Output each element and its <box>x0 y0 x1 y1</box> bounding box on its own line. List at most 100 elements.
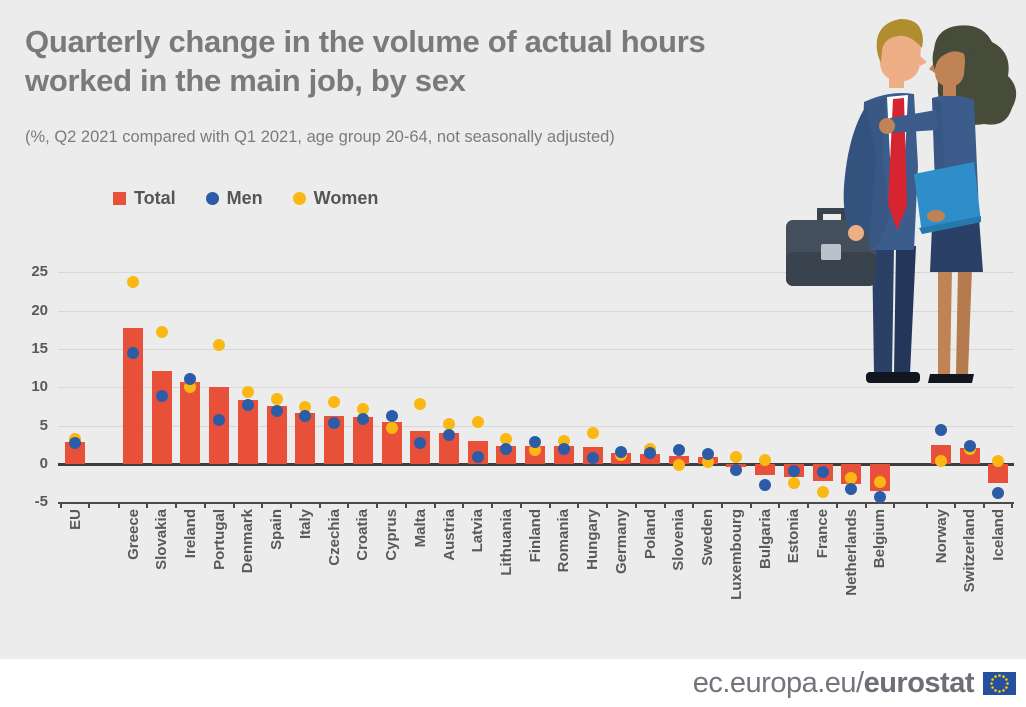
legend-item-men: Men <box>205 188 263 209</box>
y-tick-label-10: 10 <box>31 378 48 396</box>
x-axis-tick-10 <box>347 502 350 509</box>
x-axis-tick-19 <box>606 502 609 509</box>
x-axis-tick-7 <box>261 502 264 509</box>
x-axis-line <box>58 502 1014 505</box>
x-label-italy: Italy <box>296 509 314 540</box>
dot-women-cyprus <box>385 421 398 434</box>
x-label-luxembourg: Luxembourg <box>727 509 745 601</box>
dot-men-luxembourg <box>730 464 743 477</box>
bar-spain <box>266 405 287 464</box>
dot-men-italy <box>299 410 312 423</box>
x-label-eu: EU <box>66 509 84 531</box>
x-label-czechia: Czechia <box>325 509 343 567</box>
x-axis-tick-1 <box>88 502 91 509</box>
y-tick-label--5: -5 <box>34 493 48 511</box>
bar-italy <box>295 413 316 464</box>
dot-women-norway <box>935 454 947 467</box>
dot-women-slovakia <box>155 326 168 339</box>
gridline-10 <box>58 387 1014 389</box>
x-axis-tick-8 <box>290 502 292 509</box>
x-label-poland: Poland <box>641 509 659 560</box>
x-label-lithuania: Lithuania <box>497 509 515 576</box>
dot-men-cyprus <box>385 409 398 422</box>
x-label-ireland: Ireland <box>181 509 199 559</box>
x-label-latvia: Latvia <box>469 509 487 553</box>
x-label-croatia: Croatia <box>354 509 372 561</box>
x-label-germany: Germany <box>612 509 630 575</box>
women-dot-icon <box>292 192 306 205</box>
footer-url-bold: eurostat <box>863 666 975 699</box>
x-label-romania: Romania <box>555 509 573 573</box>
eurostat-logo-text: ec.europa.eu/eurostat <box>693 666 975 700</box>
dot-men-lithuania <box>500 442 513 455</box>
dot-men-spain <box>270 405 283 418</box>
dot-men-sweden <box>701 448 714 461</box>
x-label-austria: Austria <box>440 509 458 561</box>
x-axis-tick-22 <box>692 502 695 509</box>
dot-women-austria <box>443 418 456 431</box>
bar-greece <box>123 327 143 464</box>
x-axis-tick-11 <box>376 502 379 509</box>
x-label-bulgaria: Bulgaria <box>756 509 774 570</box>
dot-men-latvia <box>471 451 484 464</box>
eu-flag-icon <box>983 671 1016 695</box>
dot-men-bulgaria <box>759 479 772 492</box>
dot-men-croatia <box>356 412 369 425</box>
dot-men-ireland <box>184 372 197 385</box>
x-axis-tick-9 <box>318 502 321 509</box>
x-axis-tick-32 <box>982 502 985 509</box>
dot-women-slovenia <box>672 458 685 471</box>
x-axis-tick-27 <box>835 502 838 509</box>
x-label-estonia: Estonia <box>785 509 803 564</box>
dot-women-latvia <box>471 415 484 428</box>
dot-women-portugal <box>213 339 226 352</box>
bar-cyprus <box>381 421 402 464</box>
chart-area: 25 20 15 10 5 0 -5 EU Greece Slovakia Ireland Portu… <box>31 263 1014 601</box>
x-label-netherlands: Netherlands <box>842 509 860 597</box>
dot-women-denmark <box>241 385 254 398</box>
y-tick-label-15: 15 <box>31 340 48 358</box>
dot-men-malta <box>414 437 427 450</box>
chart-title: Quarterly change in the volume of actual… <box>25 24 706 99</box>
x-label-cyprus: Cyprus <box>383 509 401 561</box>
dot-women-greece <box>127 275 139 288</box>
x-label-france: France <box>814 509 832 559</box>
x-label-switzerland: Switzerland <box>961 509 978 593</box>
bar-austria <box>439 432 460 464</box>
x-axis-tick-14 <box>462 502 465 509</box>
bar-slovakia <box>151 370 172 464</box>
x-label-slovenia: Slovenia <box>670 509 688 572</box>
dot-men-slovenia <box>672 444 685 457</box>
x-axis-tick-5 <box>203 502 206 509</box>
x-axis-tick-24 <box>749 502 752 509</box>
dot-men-france <box>816 465 829 478</box>
legend-item-women: Women <box>292 188 378 209</box>
legend-label-men: Men <box>226 188 263 208</box>
dot-women-iceland <box>992 454 1004 467</box>
zero-gridline <box>58 463 1014 466</box>
legend-label-total: Total <box>134 188 176 208</box>
dot-women-spain <box>270 392 283 405</box>
x-axis-tick-16 <box>519 502 522 509</box>
dot-men-eu <box>69 437 81 450</box>
dot-men-slovakia <box>155 389 168 402</box>
x-axis-tick-26 <box>807 502 810 509</box>
dot-women-belgium <box>873 475 886 488</box>
x-label-belgium: Belgium <box>871 509 889 569</box>
dot-women-france <box>816 485 829 498</box>
legend: Total Men Women <box>113 188 378 209</box>
bar-czechia <box>324 415 345 464</box>
bar-iceland <box>988 464 1008 484</box>
x-label-hungary: Hungary <box>584 509 602 571</box>
bar-ireland <box>180 382 201 464</box>
x-label-portugal: Portugal <box>210 509 228 571</box>
dot-women-malta <box>414 398 427 411</box>
x-axis-tick-2 <box>117 502 120 509</box>
illustration-man <box>786 18 927 383</box>
x-label-denmark: Denmark <box>239 509 257 574</box>
dot-men-finland <box>529 435 542 448</box>
dot-men-greece <box>127 346 139 359</box>
legend-item-total: Total <box>113 188 176 209</box>
x-axis-tick-33 <box>1011 502 1014 509</box>
